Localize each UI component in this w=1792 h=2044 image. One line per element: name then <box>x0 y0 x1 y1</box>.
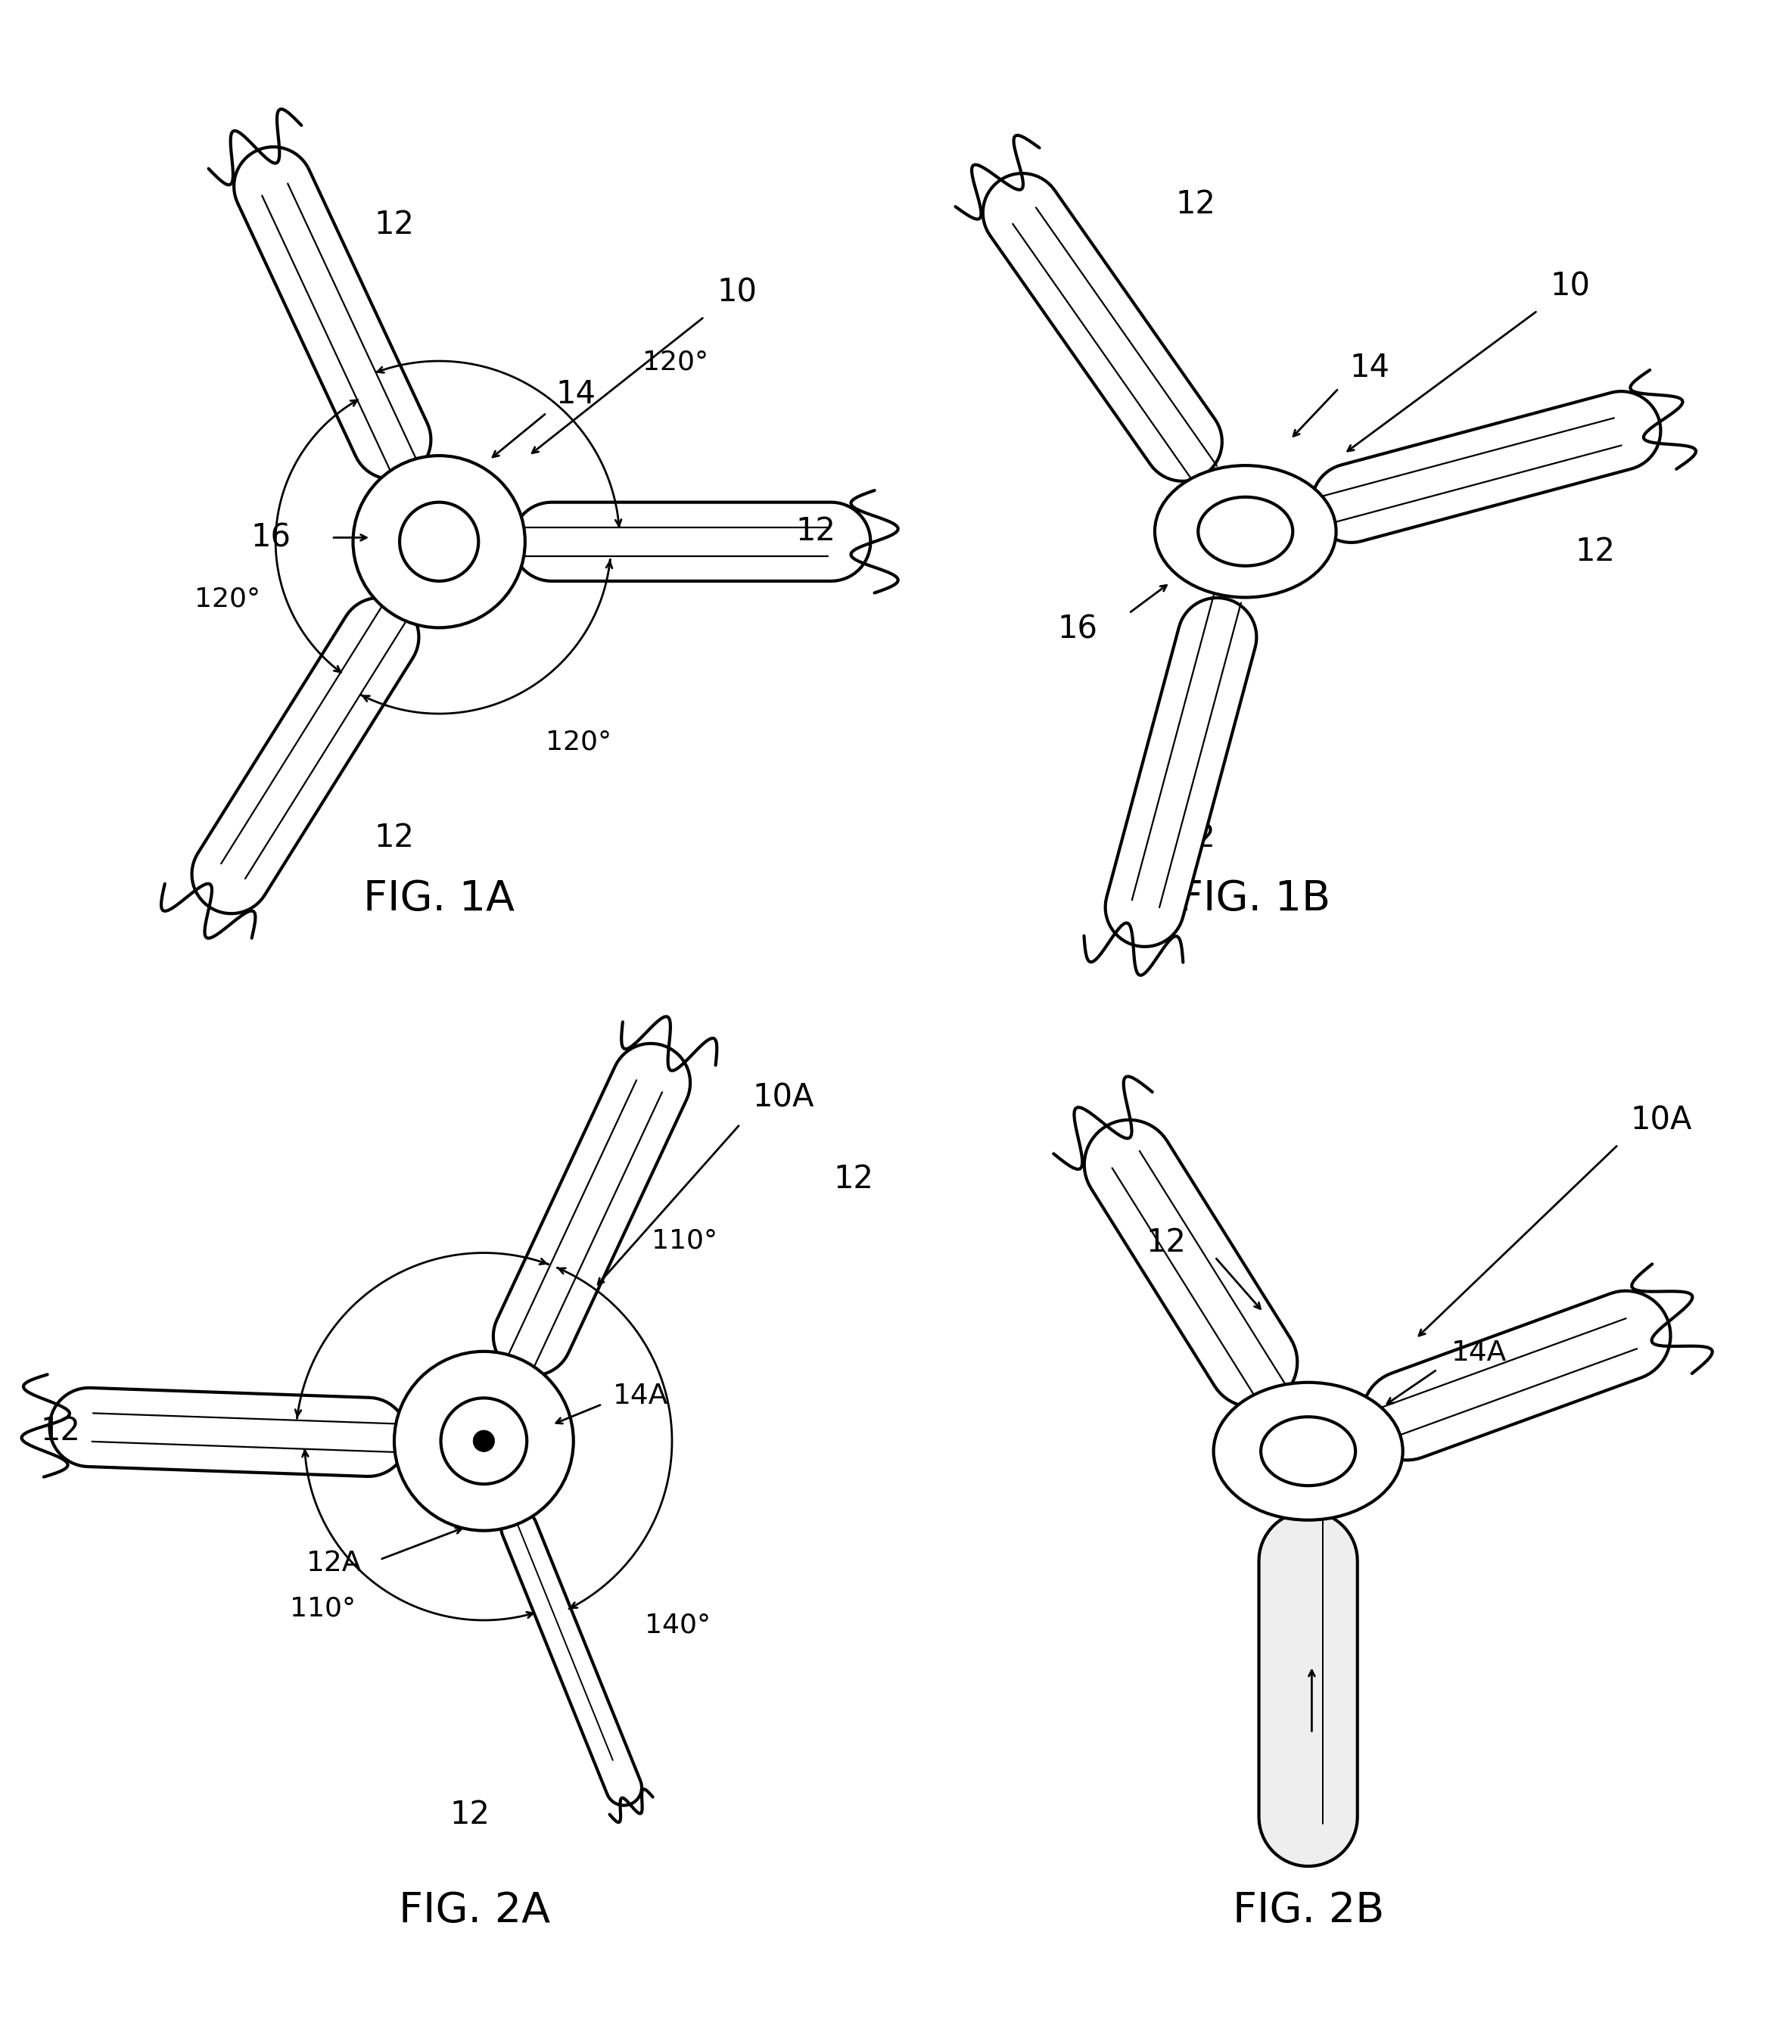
Text: 14: 14 <box>556 378 595 411</box>
Text: 16: 16 <box>1057 613 1097 646</box>
Text: 120°: 120° <box>195 587 260 611</box>
Text: 10A: 10A <box>753 1081 814 1114</box>
Text: 12: 12 <box>375 822 414 854</box>
Ellipse shape <box>1154 466 1337 597</box>
Ellipse shape <box>1262 1416 1355 1486</box>
Text: 120°: 120° <box>643 350 708 374</box>
Text: 12: 12 <box>833 1163 873 1196</box>
Polygon shape <box>235 147 430 478</box>
Text: 12: 12 <box>450 1799 489 1831</box>
Ellipse shape <box>1213 1382 1403 1521</box>
Text: 16: 16 <box>251 521 290 554</box>
Text: 14A: 14A <box>1452 1339 1507 1367</box>
Polygon shape <box>1362 1292 1670 1459</box>
Circle shape <box>473 1431 495 1451</box>
Text: 12A: 12A <box>306 1549 362 1578</box>
Circle shape <box>353 456 525 628</box>
Circle shape <box>441 1398 527 1484</box>
Text: 14: 14 <box>1349 352 1389 384</box>
Text: FIG. 2B: FIG. 2B <box>1233 1891 1383 1932</box>
Polygon shape <box>1106 597 1256 946</box>
Text: 120°: 120° <box>547 730 611 754</box>
Polygon shape <box>982 174 1222 480</box>
Text: 12: 12 <box>1147 1226 1186 1259</box>
Polygon shape <box>1260 1511 1358 1866</box>
Text: 12A: 12A <box>1285 1754 1339 1780</box>
Polygon shape <box>1312 390 1661 542</box>
Text: FIG. 1B: FIG. 1B <box>1179 879 1330 920</box>
Text: FIG. 1A: FIG. 1A <box>364 879 514 920</box>
Polygon shape <box>50 1388 409 1476</box>
Text: 12: 12 <box>1575 536 1615 568</box>
Polygon shape <box>493 1044 690 1376</box>
Text: 110°: 110° <box>290 1596 355 1621</box>
Text: 10: 10 <box>717 276 756 309</box>
Polygon shape <box>513 503 871 580</box>
Text: 10: 10 <box>1550 270 1590 303</box>
Circle shape <box>394 1351 573 1531</box>
Ellipse shape <box>1199 497 1292 566</box>
Text: 12: 12 <box>1176 822 1215 854</box>
Text: 10A: 10A <box>1631 1104 1692 1136</box>
Text: 12: 12 <box>1176 188 1215 221</box>
Circle shape <box>400 503 478 580</box>
Text: 14A: 14A <box>613 1382 668 1410</box>
Text: FIG. 2A: FIG. 2A <box>400 1891 550 1932</box>
Text: 12: 12 <box>41 1414 81 1447</box>
Text: 12: 12 <box>375 208 414 241</box>
Text: 110°: 110° <box>652 1228 717 1253</box>
Polygon shape <box>502 1511 642 1805</box>
Polygon shape <box>192 597 419 914</box>
Polygon shape <box>1084 1120 1297 1406</box>
Text: 140°: 140° <box>645 1613 710 1637</box>
Text: 12: 12 <box>796 515 835 548</box>
